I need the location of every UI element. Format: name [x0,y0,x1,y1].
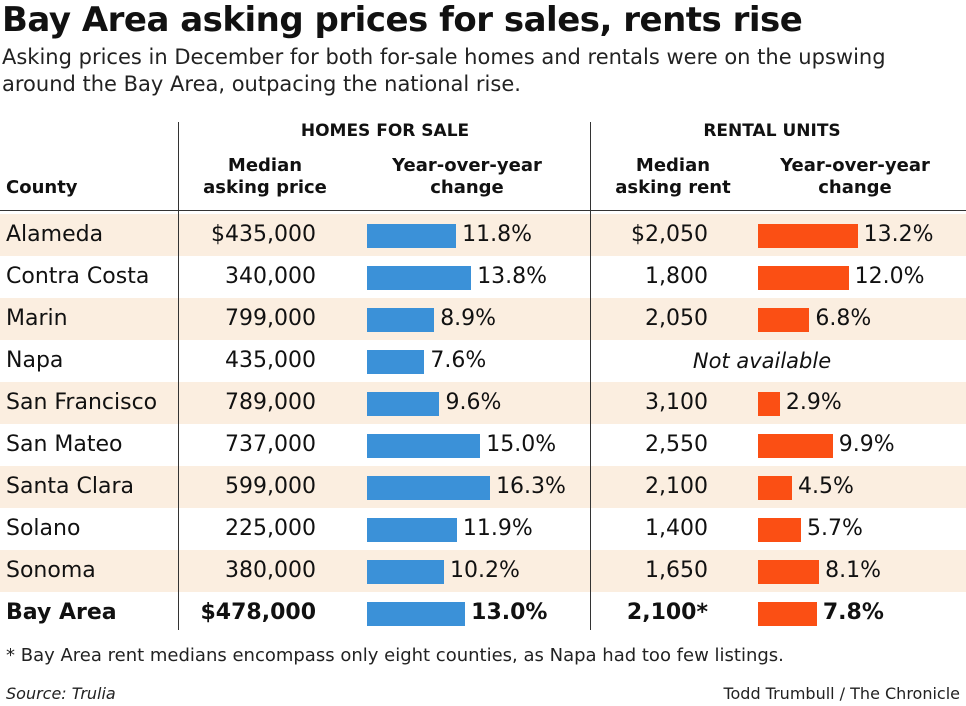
rent-change-label: 7.8% [822,600,884,625]
sale-change-bar [367,350,425,374]
sale-change-bar [367,476,491,500]
median-asking-price: 380,000 [225,558,316,583]
table-row: Bay Area $478,000 13.0% 2,100* 7.8% [0,592,966,634]
rent-change-label: 5.7% [807,516,863,541]
table-row: San Mateo 737,000 15.0% 2,550 9.9% [0,424,966,466]
sale-change-label: 11.9% [462,516,533,541]
median-asking-rent: 2,550 [645,432,708,457]
rent-change-bar [758,434,833,458]
county-name: Bay Area [6,600,117,625]
county-name: Napa [6,348,64,373]
group-header-rental-units: RENTAL UNITS [703,121,841,141]
sale-change-bar [367,602,466,626]
sale-change-label: 15.0% [486,432,557,457]
county-name: Santa Clara [6,474,134,499]
sale-change-label: 16.3% [496,474,566,499]
rent-change-label: 2.9% [785,390,842,415]
sale-change-label: 7.6% [430,348,487,373]
rent-change-label: 12.0% [854,264,925,289]
sale-change-bar [367,560,444,584]
rent-change-bar [758,392,780,416]
rent-change-bar [758,476,792,500]
sale-change-label: 13.0% [471,600,548,625]
group-header-homes-for-sale: HOMES FOR SALE [300,121,470,141]
rent-change-label: 4.5% [797,474,854,499]
county-name: Sonoma [6,558,96,583]
median-asking-price: $478,000 [200,600,316,625]
county-name: San Mateo [6,432,123,457]
column-header-median-rent: Median asking rent [615,155,731,198]
column-divider-left [178,122,179,630]
median-asking-price: 225,000 [225,516,316,541]
table-row: Contra Costa 340,000 13.8% 1,800 12.0% [0,256,966,298]
table-row: Marin 799,000 8.9% 2,050 6.8% [0,298,966,340]
header-divider [0,210,966,211]
sale-change-label: 10.2% [450,558,520,583]
median-asking-price: 599,000 [225,474,316,499]
median-asking-price: 789,000 [225,390,316,415]
source-note: Source: Trulia [6,684,116,703]
column-header-county: County [6,177,78,198]
median-asking-rent: 1,400 [645,516,708,541]
median-asking-rent: 1,800 [645,264,708,289]
footnote: * Bay Area rent medians encompass only e… [6,645,784,666]
rent-change-bar [758,560,820,584]
median-asking-rent: 2,050 [645,306,708,331]
sale-change-bar [367,434,481,458]
rent-change-bar [758,266,849,290]
sale-change-bar [367,392,440,416]
sale-change-bar [367,224,457,248]
rent-change-label: 8.1% [825,558,882,583]
median-asking-price: 340,000 [225,264,316,289]
rent-change-label: 9.9% [838,432,895,457]
credit-note: Todd Trumbull / The Chronicle [723,684,960,703]
table-row: Sonoma 380,000 10.2% 1,650 8.1% [0,550,966,592]
median-asking-rent: 2,100* [626,600,708,625]
column-header-rent-change: Year-over-year change [780,155,930,198]
rent-not-available: Not available [692,349,832,373]
table-row: Santa Clara 599,000 16.3% 2,100 4.5% [0,466,966,508]
sale-change-label: 9.6% [445,390,502,415]
rent-change-label: 6.8% [815,306,872,331]
rent-change-bar [758,602,817,626]
county-name: Alameda [6,222,104,247]
column-header-sale-change: Year-over-year change [392,155,542,198]
rent-change-bar [758,224,858,248]
median-asking-rent: 1,650 [645,558,708,583]
sale-change-label: 11.8% [462,222,532,247]
county-name: Solano [6,516,81,541]
table-row: Solano 225,000 11.9% 1,400 5.7% [0,508,966,550]
chart-subtitle: Asking prices in December for both for-s… [2,45,886,96]
median-asking-price: 435,000 [225,348,316,373]
median-asking-price: $435,000 [211,222,316,247]
median-asking-price: 799,000 [225,306,316,331]
median-asking-rent: 2,100 [645,474,708,499]
sale-change-bar [367,266,472,290]
median-asking-rent: 3,100 [645,390,708,415]
sale-change-label: 8.9% [440,306,497,331]
table-row: Alameda $435,000 11.8% $2,050 13.2% [0,214,966,256]
chart-title: Bay Area asking prices for sales, rents … [2,0,803,40]
rent-change-bar [758,308,810,332]
median-asking-rent: $2,050 [631,222,708,247]
sale-change-bar [367,308,435,332]
rent-change-label: 13.2% [863,222,934,247]
column-divider-middle [590,122,591,630]
sale-change-bar [367,518,457,542]
table-row: San Francisco 789,000 9.6% 3,100 2.9% [0,382,966,424]
county-name: Contra Costa [6,264,150,289]
median-asking-price: 737,000 [225,432,316,457]
county-name: Marin [6,306,68,331]
rent-change-bar [758,518,802,542]
sale-change-label: 13.8% [477,264,548,289]
column-header-median-price: Median asking price [203,155,327,198]
county-name: San Francisco [6,390,158,415]
table-row: Napa 435,000 7.6% Not available [0,340,966,382]
